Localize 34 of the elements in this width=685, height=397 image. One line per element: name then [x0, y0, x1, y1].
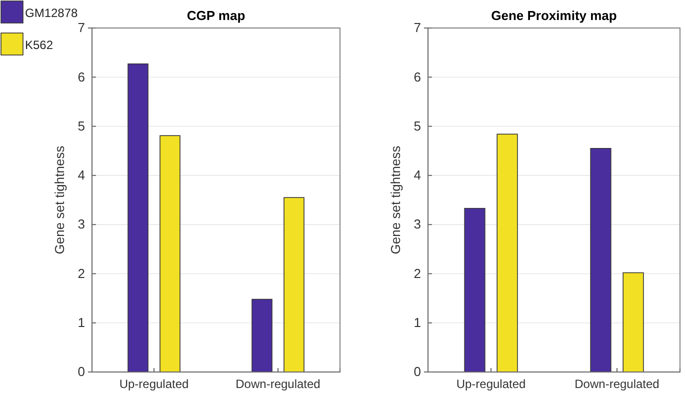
- y-tick-label: 2: [414, 266, 421, 281]
- y-axis-title: Gene set tightness: [52, 145, 67, 254]
- x-tick-label: Down-regulated: [236, 377, 320, 392]
- y-tick-label: 6: [78, 69, 85, 84]
- y-tick-label: 4: [414, 168, 421, 183]
- bar: [464, 208, 486, 372]
- legend-label: GM12878: [25, 6, 78, 20]
- y-tick-label: 6: [414, 69, 421, 84]
- y-tick-label: 1: [78, 315, 85, 330]
- bar: [284, 197, 304, 372]
- bar: [160, 135, 180, 372]
- x-tick-label: Down-regulated: [574, 377, 660, 392]
- bar: [128, 63, 148, 372]
- bar: [622, 272, 644, 372]
- y-axis-title: Gene set tightness: [388, 145, 403, 254]
- y-tick-label: 4: [78, 168, 85, 183]
- bar: [590, 148, 612, 372]
- y-tick-label: 3: [78, 216, 85, 232]
- y-tick-label: 0: [78, 364, 85, 380]
- y-tick-label: 0: [414, 364, 421, 380]
- y-tick-label: 5: [414, 118, 421, 134]
- y-tick-label: 7: [414, 20, 421, 36]
- bar: [252, 298, 272, 372]
- chart-title: Gene Proximity map: [491, 8, 617, 23]
- y-tick-label: 5: [78, 118, 85, 134]
- y-tick-label: 7: [78, 20, 85, 36]
- y-tick-label: 1: [414, 315, 421, 330]
- y-tick-label: 3: [414, 216, 421, 232]
- chart-title: CGP map: [186, 8, 246, 23]
- bar: [496, 134, 518, 372]
- y-tick-label: 2: [78, 266, 85, 281]
- legend-label: K562: [25, 38, 54, 52]
- x-tick-label: Up-regulated: [119, 377, 189, 392]
- x-tick-label: Up-regulated: [456, 377, 526, 392]
